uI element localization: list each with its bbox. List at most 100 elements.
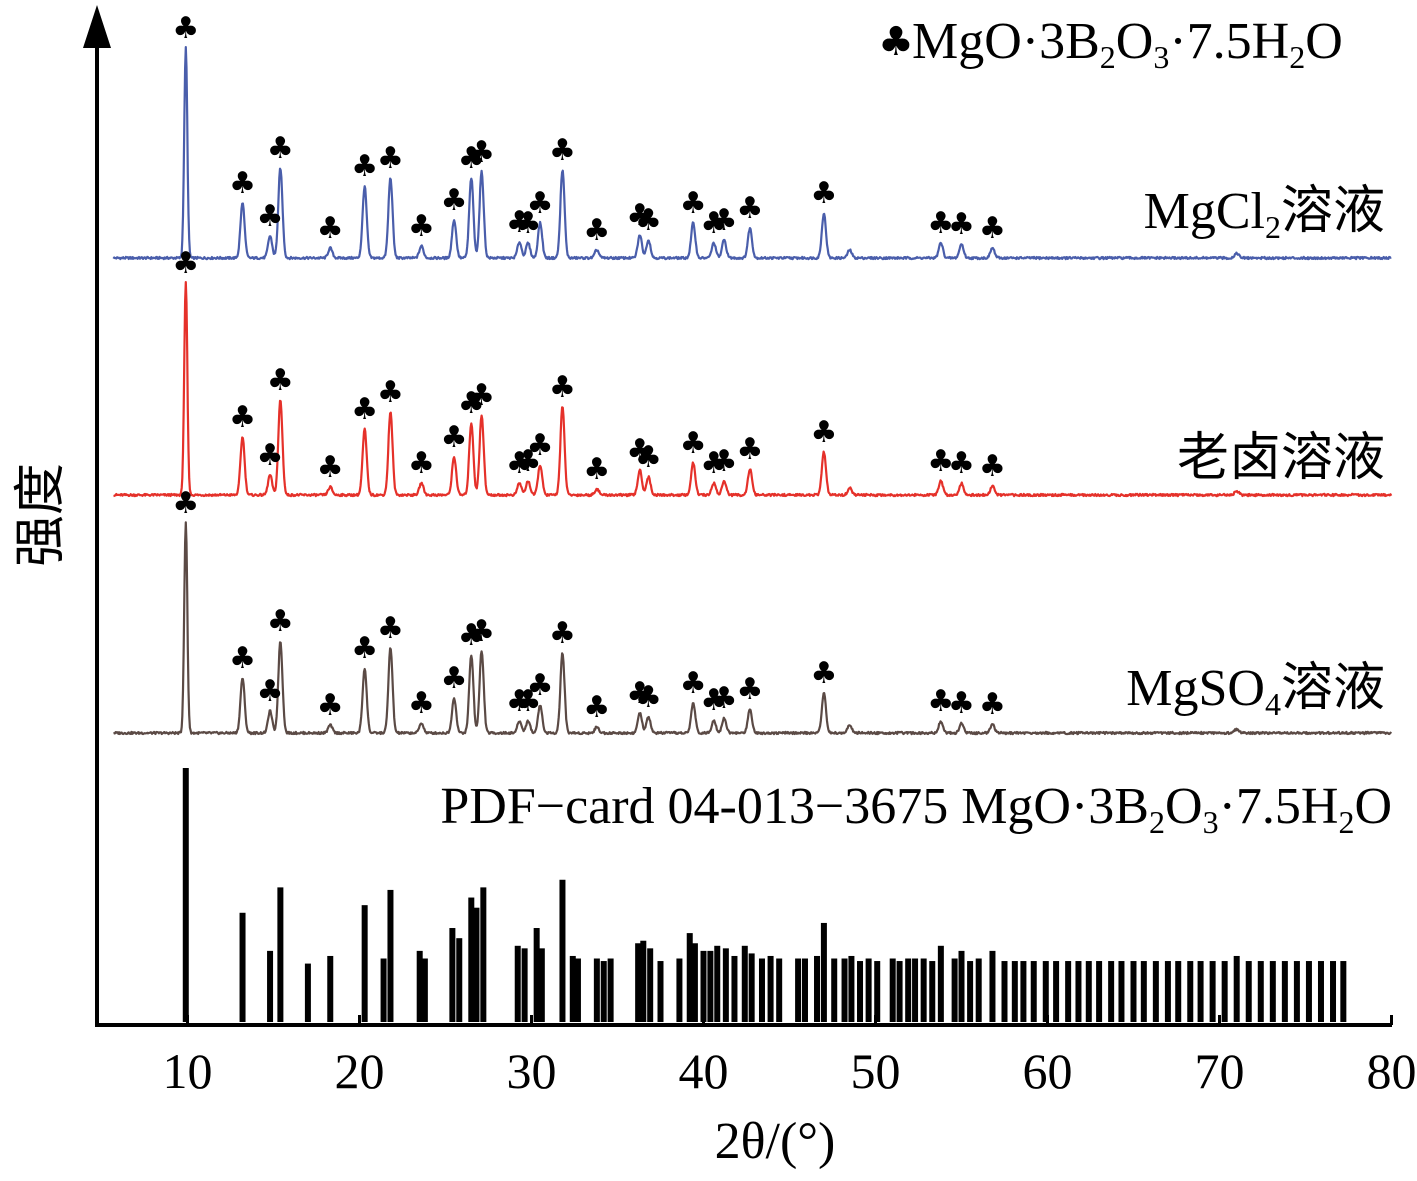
reference-stick-28: [647, 948, 654, 1022]
peak-marker-0-13: ♣: [527, 186, 554, 221]
reference-stick-24: [600, 961, 607, 1022]
peak-marker-0-21: ♣: [736, 191, 763, 226]
series-label-mgso4: MgSO4溶液: [1126, 660, 1385, 722]
reference-label: PDF−card 04-013−3675 MgO·3B2O3·7.5H2O: [440, 778, 1392, 840]
reference-stick-71: [1065, 961, 1072, 1022]
reference-stick-23: [593, 958, 600, 1022]
peak-marker-0-22: ♣: [810, 176, 837, 211]
reference-stick-89: [1269, 961, 1276, 1022]
peak-marker-1-10: ♣: [468, 378, 495, 413]
reference-stick-19: [538, 948, 545, 1022]
reference-stick-26: [635, 943, 642, 1022]
reference-stick-70: [1053, 961, 1060, 1022]
reference-stick-15: [480, 887, 487, 1022]
reference-stick-4: [304, 963, 311, 1022]
reference-stick-3: [277, 887, 284, 1022]
peak-marker-0-16: ♣: [626, 198, 653, 233]
peak-marker-1-19: ♣: [700, 446, 727, 481]
legend: ♣ MgO·3B2O3·7.5H2O: [878, 13, 1343, 75]
reference-stick-27: [640, 940, 647, 1022]
peak-marker-1-5: ♣: [351, 392, 378, 427]
peak-marker-2-16: ♣: [626, 676, 653, 711]
reference-stick-16: [514, 945, 521, 1022]
reference-stick-22: [574, 958, 581, 1022]
reference-stick-38: [741, 945, 748, 1022]
peak-marker-2-5: ♣: [351, 631, 378, 666]
reference-stick-74: [1096, 961, 1103, 1022]
peak-marker-2-14: ♣: [549, 616, 576, 651]
reference-stick-1: [239, 912, 246, 1022]
reference-stick-94: [1330, 961, 1337, 1022]
peak-marker-0-15: ♣: [583, 213, 610, 248]
peak-marker-1-9: ♣: [458, 386, 485, 421]
reference-stick-50: [857, 961, 864, 1022]
peak-marker-1-0: ♣: [172, 246, 199, 281]
peak-marker-1-23: ♣: [927, 444, 954, 479]
reference-stick-92: [1305, 961, 1312, 1022]
reference-stick-17: [521, 948, 528, 1022]
x-tick-label-60: 60: [1023, 1043, 1073, 1099]
reference-stick-10: [421, 958, 428, 1022]
peak-markers: ♣♣♣♣♣♣♣♣♣♣♣♣♣♣♣♣ ♣♣ ♣♣♣♣ ♣♣♣ ♣♣♣♣♣♣♣♣♣♣♣♣♣♣♣…: [172, 11, 1006, 725]
reference-stick-66: [1011, 961, 1018, 1022]
reference-stick-93: [1317, 961, 1324, 1022]
peak-marker-0-24: ♣: [948, 207, 975, 242]
peak-marker-1-3: ♣: [267, 363, 294, 398]
peak-marker-0-7: ♣: [408, 209, 435, 244]
reference-stick-9: [416, 950, 423, 1022]
peak-marker-1-1: ♣: [229, 400, 256, 435]
x-tick-label-30: 30: [507, 1043, 557, 1099]
reference-stick-44: [801, 958, 808, 1022]
reference-stick-81: [1175, 961, 1182, 1022]
reference-stick-55: [905, 958, 912, 1022]
reference-stick-73: [1085, 961, 1092, 1022]
reference-stick-56: [912, 958, 919, 1022]
legend-label: MgO·3B2O3·7.5H2O: [912, 13, 1343, 75]
peak-marker-2-2: ♣: [257, 674, 284, 709]
reference-stick-39: [748, 953, 755, 1022]
reference-stick-21: [569, 955, 576, 1022]
peak-marker-0-5: ♣: [351, 149, 378, 184]
reference-stick-29: [657, 961, 664, 1022]
reference-stick-48: [841, 958, 848, 1022]
peak-marker-0-6: ♣: [377, 141, 404, 176]
peak-marker-0-10: ♣: [468, 135, 495, 170]
reference-stick-33: [700, 950, 707, 1022]
peak-marker-0-8: ♣: [441, 183, 468, 218]
peak-marker-1-17: ♣: [635, 440, 662, 475]
reference-stick-46: [820, 922, 827, 1022]
peak-marker-2-1: ♣: [229, 641, 256, 676]
reference-stick-65: [1001, 961, 1008, 1022]
peak-marker-0-23: ♣: [927, 206, 954, 241]
peak-marker-1-18: ♣: [680, 426, 707, 461]
x-tick-label-40: 40: [679, 1043, 729, 1099]
reference-stick-82: [1187, 961, 1194, 1022]
peak-marker-1-4: ♣: [317, 450, 344, 485]
reference-stick-88: [1257, 961, 1264, 1022]
peak-marker-2-3: ♣: [267, 604, 294, 639]
peak-marker-1-22: ♣: [810, 415, 837, 450]
reference-stick-14: [473, 907, 480, 1022]
reference-stick-36: [722, 948, 729, 1022]
reference-stick-76: [1118, 961, 1125, 1022]
reference-stick-35: [714, 945, 721, 1022]
reference-stick-20: [559, 879, 566, 1022]
peak-marker-2-20: ♣: [711, 681, 738, 716]
series-line-1: [113, 281, 1393, 498]
peak-marker-1-12: ♣: [515, 444, 542, 479]
x-tick-label-70: 70: [1195, 1043, 1245, 1099]
peak-marker-1-6: ♣: [377, 375, 404, 410]
reference-stick-95: [1340, 961, 1347, 1022]
peak-marker-2-4: ♣: [317, 688, 344, 723]
reference-stick-34: [707, 950, 714, 1022]
reference-stick-77: [1130, 961, 1137, 1022]
reference-stick-13: [468, 897, 475, 1022]
series-line-2: [113, 521, 1393, 736]
reference-stick-54: [896, 961, 903, 1022]
peak-marker-0-20: ♣: [711, 203, 738, 238]
peak-marker-1-13: ♣: [527, 428, 554, 463]
reference-stick-78: [1140, 961, 1147, 1022]
peak-marker-1-20: ♣: [711, 444, 738, 479]
reference-stick-86: [1233, 955, 1240, 1022]
peak-marker-2-17: ♣: [635, 680, 662, 715]
